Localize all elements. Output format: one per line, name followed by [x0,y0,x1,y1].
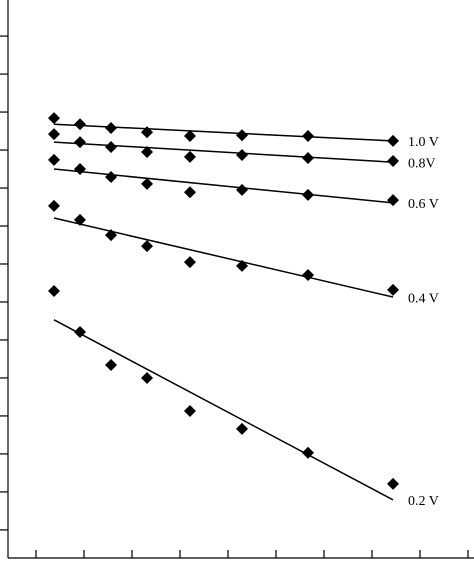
series-label: 0.4 V [408,291,439,306]
marker [236,422,249,435]
series-label: 0.8V [408,156,436,171]
marker [183,404,196,417]
marker [236,183,249,196]
marker [236,148,249,161]
series-label: 1.0 V [408,135,439,150]
marker [183,256,196,269]
marker [48,284,60,297]
marker [387,477,400,490]
fit-line [53,319,394,501]
marker [105,229,118,242]
marker [387,194,400,207]
marker [48,112,60,125]
marker [302,188,315,201]
marker [183,150,196,163]
marker [48,128,60,141]
marker [48,199,60,212]
marker [183,186,196,199]
marker [387,283,400,296]
marker [141,145,154,158]
marker [141,177,154,190]
marker [105,122,118,135]
marker [105,359,118,372]
fit-line [53,141,394,163]
marker [105,141,118,154]
series-label: 0.6 V [408,197,439,212]
marker [387,134,400,147]
marker [141,371,154,384]
marker [302,269,315,282]
marker [183,129,196,142]
marker [302,446,315,459]
marker [74,163,87,176]
marker [141,240,154,253]
marker [74,118,87,131]
marker [236,259,249,272]
fit-line [53,123,394,142]
marker [74,213,87,226]
series-label: 0.2 V [408,494,439,509]
marker [302,129,315,142]
fit-line [53,168,394,204]
marker [105,171,118,184]
marker [387,155,400,168]
marker [74,136,87,149]
marker [48,153,60,166]
marker [236,129,249,142]
marker [302,152,315,165]
marker [74,325,87,338]
fit-line [53,217,394,298]
marker [141,126,154,139]
